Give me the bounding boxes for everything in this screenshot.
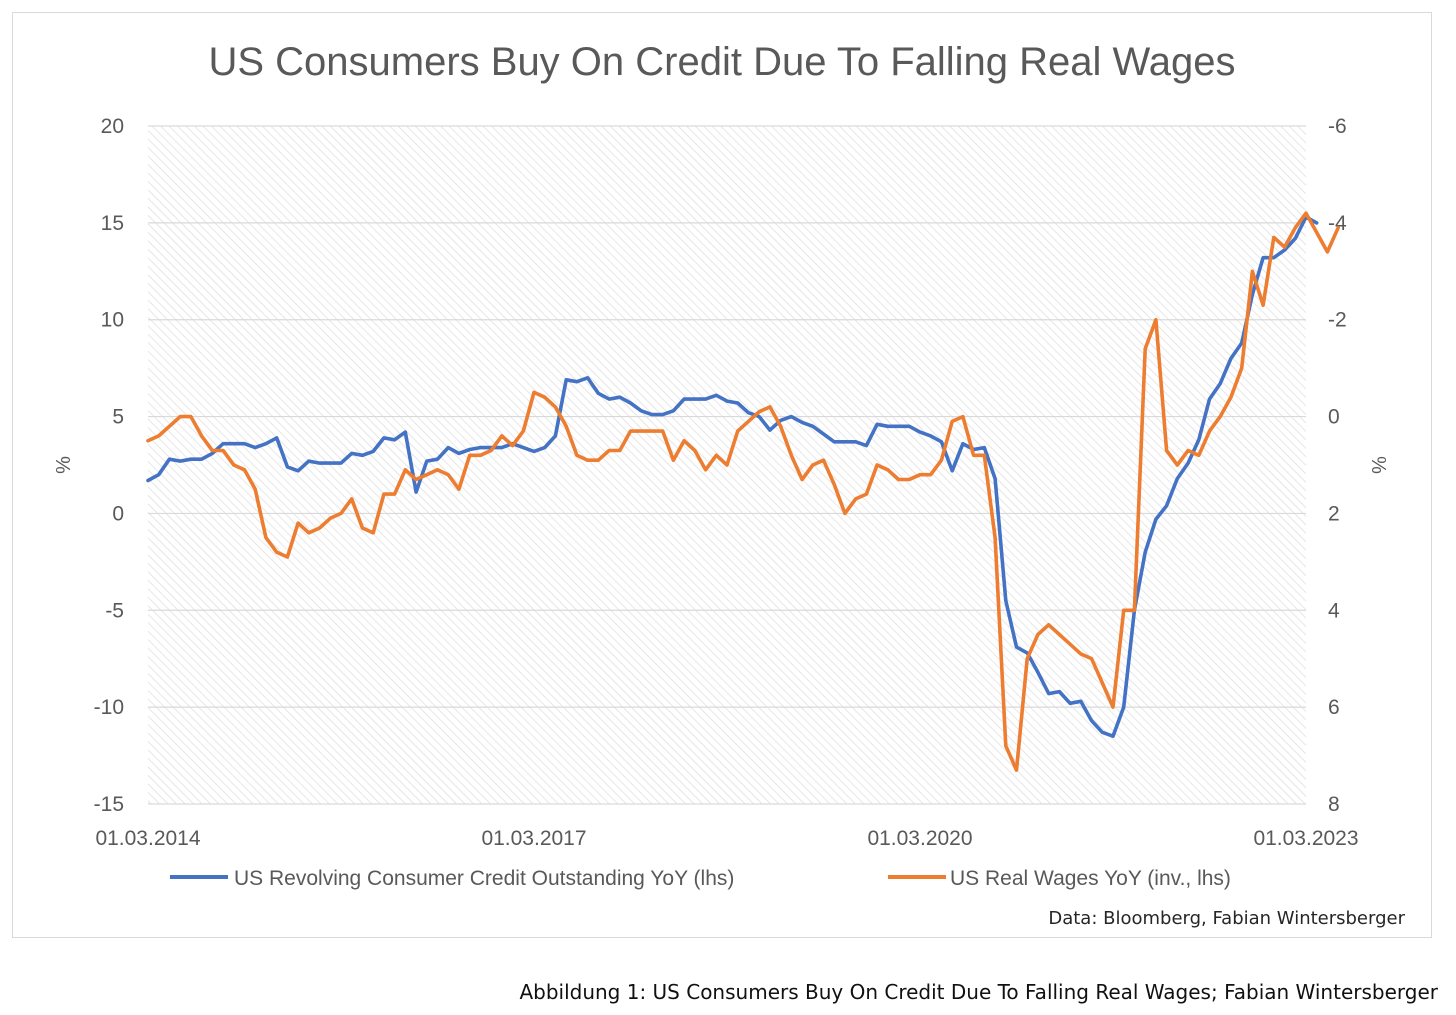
x-tick-label: 01.03.2020 [867, 827, 972, 850]
left-tick-label: 0 [112, 502, 124, 525]
legend-label-credit: US Revolving Consumer Credit Outstanding… [234, 867, 734, 890]
x-tick-label: 01.03.2014 [95, 827, 200, 850]
gridlines [148, 125, 1306, 805]
right-axis-label: % [1367, 456, 1389, 474]
right-tick-label: -2 [1328, 309, 1347, 332]
figure-caption: Abbildung 1: US Consumers Buy On Credit … [519, 980, 1438, 1004]
x-axis: 01.03.2014 01.03.2017 01.03.2020 01.03.2023 [95, 827, 1358, 850]
left-tick-label: 5 [112, 406, 124, 429]
legend: US Revolving Consumer Credit Outstanding… [170, 867, 1231, 890]
left-tick-label: 10 [101, 309, 124, 332]
series-layer [146, 211, 1340, 772]
left-axis: 20 15 10 5 0 -5 -10 -15 [94, 115, 124, 816]
series-line-wages [146, 211, 1340, 772]
legend-label-wages: US Real Wages YoY (inv., lhs) [950, 867, 1231, 890]
source-note: Data: Bloomberg, Fabian Wintersberger [1048, 908, 1405, 929]
left-tick-label: -5 [105, 599, 124, 622]
right-tick-label: 2 [1328, 502, 1340, 525]
left-tick-label: 20 [101, 115, 124, 138]
right-tick-label: -4 [1328, 212, 1347, 235]
chart-title: US Consumers Buy On Credit Due To Fallin… [208, 40, 1235, 84]
right-tick-label: 0 [1328, 406, 1340, 429]
x-tick-label: 01.03.2017 [481, 827, 586, 850]
right-tick-label: 6 [1328, 696, 1340, 719]
right-tick-label: 4 [1328, 599, 1340, 622]
right-tick-label: 8 [1328, 793, 1340, 816]
left-tick-label: -10 [94, 696, 124, 719]
left-tick-label: -15 [94, 793, 124, 816]
left-tick-label: 15 [101, 212, 124, 235]
x-tick-label: 01.03.2023 [1253, 827, 1358, 850]
series-line-credit [146, 215, 1319, 739]
right-axis: -6 -4 -2 0 2 4 6 8 [1328, 115, 1347, 816]
right-tick-label: -6 [1328, 115, 1347, 138]
left-axis-label: % [53, 456, 75, 474]
